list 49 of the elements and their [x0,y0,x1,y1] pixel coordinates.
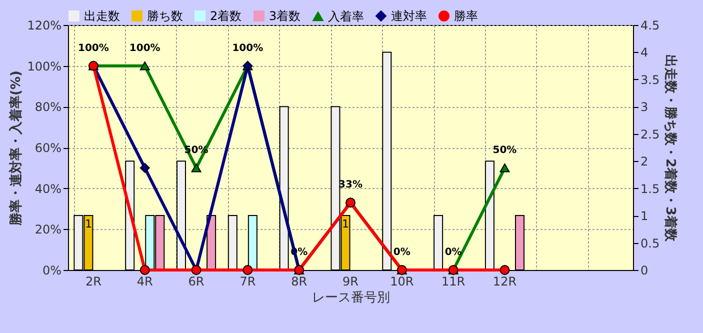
y-axis-title: 勝率・連対率・入着率(%) [8,70,24,226]
y2-tick-label: 4.5 [640,18,660,32]
y-tick-label: 120% [27,18,62,32]
legend-label: 3着数 [269,9,301,23]
y2-tick-label: 3 [640,100,648,114]
data-label: 100% [232,42,264,54]
data-label: 100% [78,42,109,54]
x-tick-label: 2R [85,274,102,288]
y-tick-label: 40% [34,182,62,196]
y2-tick-label: 4 [640,46,648,60]
point [140,162,150,173]
y-tick-label: 100% [27,59,62,74]
y-tick-label: 80% [34,100,62,114]
x-tick-label: 7R [240,274,256,288]
y-tick-label: 60% [34,141,62,155]
data-label: 50% [492,144,517,156]
data-label: 1 [342,218,349,231]
point [242,265,253,275]
point [140,61,150,70]
data-label: 1 [84,218,92,231]
x-tick-label: 11R [442,274,466,288]
x-tick-label: 10R [390,274,414,288]
y2-tick-label: 3.5 [640,72,660,87]
legend-label: 2着数 [210,9,242,23]
legend-label: 勝ち数 [147,9,183,23]
legend-label: 入着率 [328,9,364,24]
legend-label: 連対率 [391,9,427,23]
y-tick-label: 0% [42,264,62,278]
y2-tick-label: 0.5 [640,236,660,250]
point [140,265,150,275]
point [191,164,202,172]
legend-label: 出走数 [84,9,120,23]
y2-tick-label: 2.5 [640,127,660,142]
y2-tick-label: 1 [640,209,648,224]
y2-axis-title: 出走数・勝ち数・2着数・3着数 [662,54,679,243]
x-tick-label: 8R [291,274,308,288]
data-label: 100% [129,42,160,54]
y-tick-label: 20% [34,222,62,237]
legend-label: 勝率 [454,9,478,23]
x-axis-title: レース番号別 [312,290,390,306]
x-tick-label: 6R [188,274,204,288]
data-label: 0% [393,247,410,258]
y2-tick-label: 2 [640,154,648,169]
y2-tick-label: 0 [640,264,648,278]
x-tick-label: 9R [342,274,358,288]
y2-tick-label: 1.5 [640,182,660,196]
x-tick-label: 12R [492,274,517,288]
point [500,164,510,172]
x-tick-label: 4R [136,274,153,288]
